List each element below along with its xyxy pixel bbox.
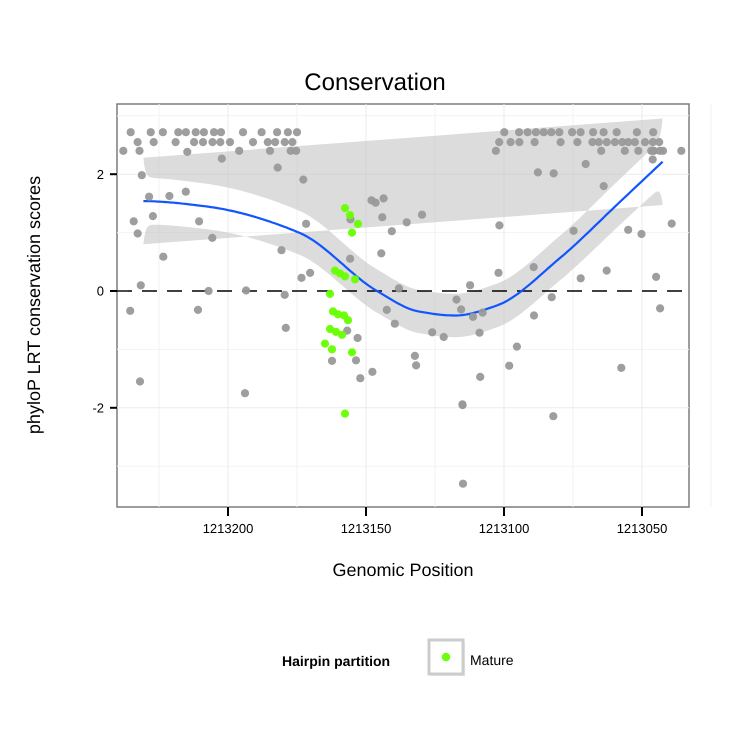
svg-text:1213050: 1213050 [617,521,668,536]
svg-text:0: 0 [97,284,104,299]
svg-text:1213150: 1213150 [341,521,392,536]
svg-text:1213100: 1213100 [479,521,530,536]
svg-text:1213200: 1213200 [203,521,254,536]
svg-text:Mature: Mature [470,652,514,668]
svg-text:Hairpin partition: Hairpin partition [282,653,390,669]
svg-text:Conservation: Conservation [304,69,445,96]
svg-text:2: 2 [97,167,104,182]
svg-text:Genomic Position: Genomic Position [332,560,473,580]
svg-text:phyloP LRT conservation scores: phyloP LRT conservation scores [24,176,44,434]
svg-text:-2: -2 [92,400,104,415]
